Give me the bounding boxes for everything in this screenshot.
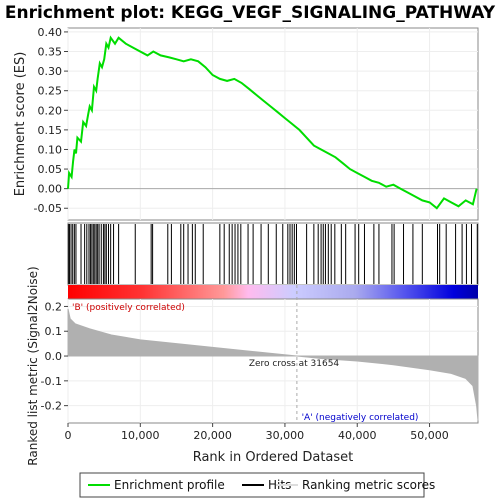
es-tick-label: 0.30: [38, 65, 63, 78]
es-tick-label: 0.25: [38, 85, 63, 98]
enrichment-profile-line: [67, 35, 478, 210]
x-axis-label: Rank in Ordered Dataset: [193, 450, 354, 465]
ranked-list-metric-panel: 0.2 0.1 0.0 -0.1 -0.2 'B' (positively correl…: [26, 266, 479, 466]
es-tick-label: 0.20: [38, 104, 63, 117]
es-tick-label: 0.40: [38, 26, 63, 39]
x-tick-label: 10,000: [121, 429, 160, 442]
legend: Enrichment profile Hits Ranking metric s…: [79, 472, 435, 498]
ranking-color-bar: [68, 285, 478, 299]
es-tick-label: 0.00: [38, 183, 63, 196]
metric-tick-label: 0.2: [45, 300, 63, 313]
es-tick-label: 0.05: [38, 163, 63, 176]
x-tick-label: 0: [65, 429, 72, 442]
metric-gridlines: [67, 299, 478, 423]
es-y-axis-label: Enrichment score (ES): [13, 52, 28, 197]
legend-metric-label: Ranking metric scores: [302, 478, 435, 492]
ranking-metric-area: [67, 308, 479, 421]
es-tick-label: 0.15: [38, 124, 63, 137]
legend-box: [79, 472, 425, 498]
enrichment-score-panel: 0.40 0.35 0.30 0.25 0.20 0.15 0.10 0.05 0.00 -0.0…: [13, 26, 479, 221]
x-tick-label: 30,000: [266, 429, 305, 442]
chart-title: Enrichment plot: KEGG_VEGF_SIGNALING_PAT…: [5, 3, 496, 23]
metric-tick-label: 0.1: [45, 325, 63, 338]
hits-panel-frame: [67, 222, 479, 286]
negative-correlation-label: 'A' (negatively correlated): [302, 413, 419, 423]
es-tick-label: -0.05: [34, 202, 62, 215]
legend-enrichment-label: Enrichment profile: [114, 478, 225, 492]
x-tick-label: 20,000: [193, 429, 232, 442]
es-panel-frame: [67, 27, 479, 221]
hit-marks: [67, 224, 478, 284]
x-tick-label: 40,000: [338, 429, 377, 442]
metric-y-axis-label: Ranked list metric (Signal2Noise): [26, 266, 40, 465]
metric-tick-label: 0.0: [45, 350, 63, 363]
es-gridlines: [67, 28, 478, 220]
positive-correlation-label: 'B' (positively correlated): [72, 303, 185, 313]
x-axis-ticks: 0 10,000 20,000 30,000 40,000 50,000: [65, 423, 449, 442]
hits-panel: [67, 222, 479, 286]
metric-y-ticks: 0.2 0.1 0.0 -0.1 -0.2: [41, 300, 68, 413]
metric-tick-label: -0.1: [41, 375, 62, 388]
es-y-ticks: 0.40 0.35 0.30 0.25 0.20 0.15 0.10 0.05 0.00 -0.0…: [34, 26, 68, 215]
zero-cross-label: Zero cross at 31654: [249, 359, 340, 369]
es-tick-label: 0.35: [38, 46, 63, 59]
metric-tick-label: -0.2: [41, 400, 62, 413]
es-tick-label: 0.10: [38, 143, 63, 156]
x-tick-label: 50,000: [410, 429, 449, 442]
